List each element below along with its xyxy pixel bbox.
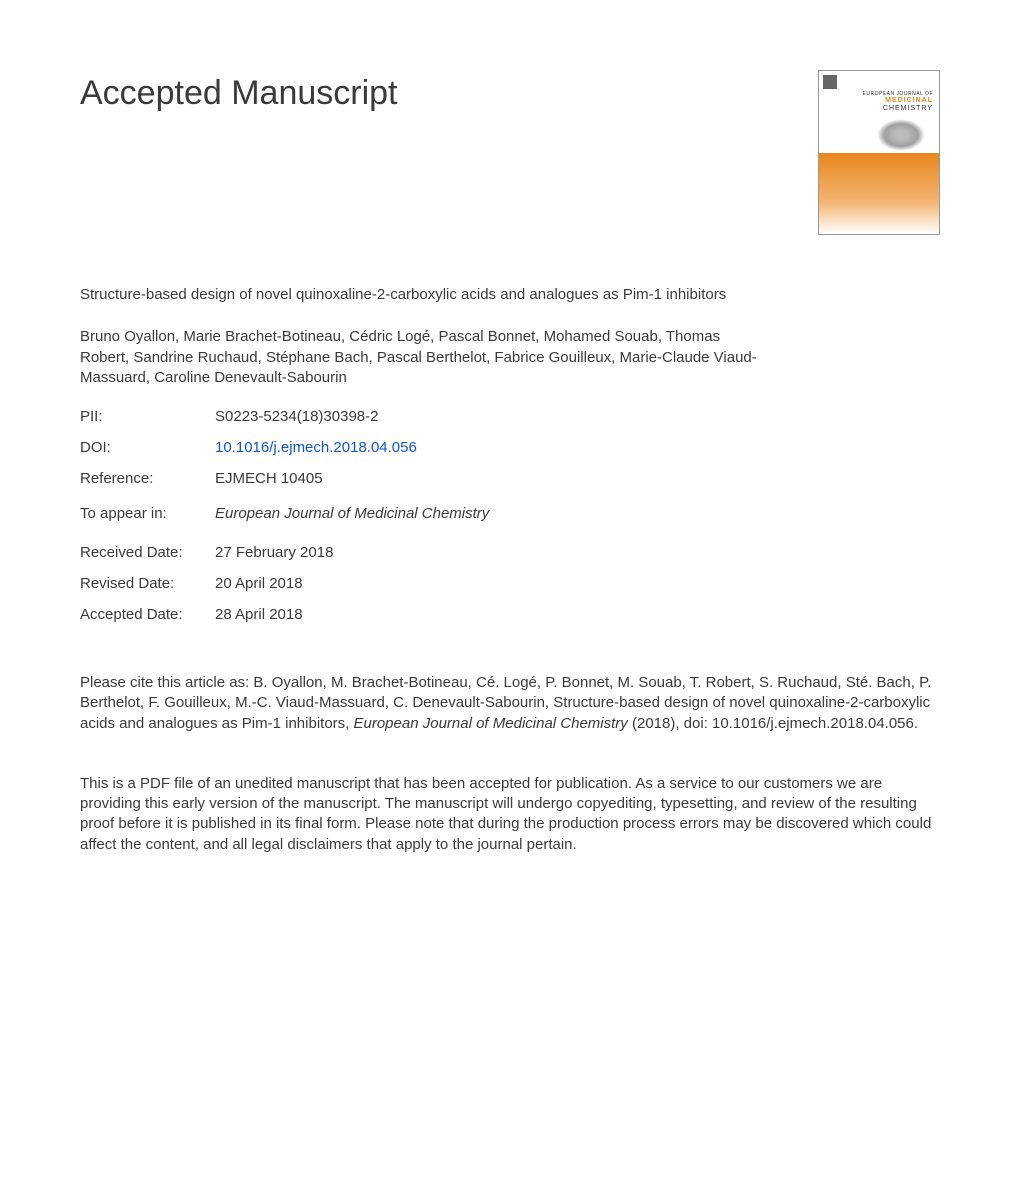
meta-value: 20 April 2018	[215, 573, 303, 594]
meta-value-journal: European Journal of Medicinal Chemistry	[215, 503, 489, 524]
header-row: Accepted Manuscript EUROPEAN JOURNAL OF …	[80, 70, 940, 235]
meta-value: EJMECH 10405	[215, 468, 323, 489]
cover-line2: MEDICINAL	[863, 97, 933, 105]
meta-label: To appear in:	[80, 503, 215, 524]
metadata-table: PII: S0223-5234(18)30398-2 DOI: 10.1016/…	[80, 406, 940, 625]
citation-suffix: (2018), doi: 10.1016/j.ejmech.2018.04.05…	[628, 715, 918, 732]
disclaimer-text: This is a PDF file of an unedited manusc…	[80, 774, 940, 855]
meta-label: PII:	[80, 406, 215, 427]
citation-text: Please cite this article as: B. Oyallon,…	[80, 673, 940, 734]
molecule-graphic-icon	[877, 119, 925, 151]
article-title: Structure-based design of novel quinoxal…	[80, 285, 760, 305]
meta-row-revised: Revised Date: 20 April 2018	[80, 573, 940, 594]
meta-label: Reference:	[80, 468, 215, 489]
meta-value: S0223-5234(18)30398-2	[215, 406, 378, 427]
cover-top: EUROPEAN JOURNAL OF MEDICINAL CHEMISTRY	[819, 71, 939, 153]
meta-row-received: Received Date: 27 February 2018	[80, 542, 940, 563]
cover-line3: CHEMISTRY	[863, 105, 933, 113]
doi-link[interactable]: 10.1016/j.ejmech.2018.04.056	[215, 437, 417, 458]
meta-label: Received Date:	[80, 542, 215, 563]
meta-row-appear: To appear in: European Journal of Medici…	[80, 503, 940, 524]
cover-bottom-gradient	[819, 153, 939, 235]
meta-value: 27 February 2018	[215, 542, 333, 563]
publisher-logo-icon	[823, 75, 837, 89]
meta-label: Accepted Date:	[80, 604, 215, 625]
authors-list: Bruno Oyallon, Marie Brachet-Botineau, C…	[80, 327, 760, 388]
meta-label: Revised Date:	[80, 573, 215, 594]
meta-row-pii: PII: S0223-5234(18)30398-2	[80, 406, 940, 427]
meta-value: 28 April 2018	[215, 604, 303, 625]
meta-row-doi: DOI: 10.1016/j.ejmech.2018.04.056	[80, 437, 940, 458]
cover-journal-name: EUROPEAN JOURNAL OF MEDICINAL CHEMISTRY	[863, 91, 933, 114]
citation-journal: European Journal of Medicinal Chemistry	[354, 715, 628, 732]
journal-cover-thumbnail: EUROPEAN JOURNAL OF MEDICINAL CHEMISTRY	[818, 70, 940, 235]
meta-label: DOI:	[80, 437, 215, 458]
page-title: Accepted Manuscript	[80, 70, 398, 118]
meta-row-reference: Reference: EJMECH 10405	[80, 468, 940, 489]
meta-row-accepted: Accepted Date: 28 April 2018	[80, 604, 940, 625]
